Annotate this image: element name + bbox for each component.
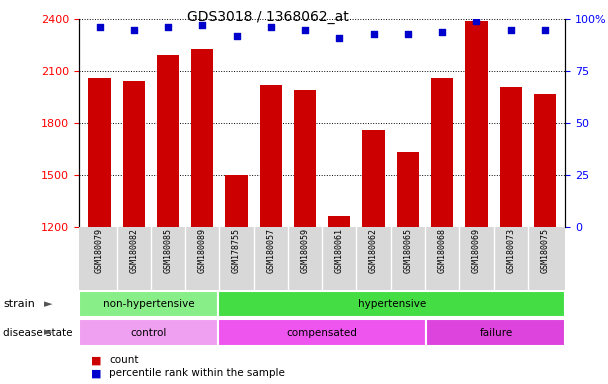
Point [334, 35, 344, 41]
Bar [123, 81, 145, 227]
Point [198, 22, 207, 28]
Bar [397, 152, 419, 227]
Text: GSM180068: GSM180068 [438, 228, 447, 273]
Text: ■: ■ [91, 368, 102, 378]
Point [437, 28, 447, 35]
Text: percentile rank within the sample: percentile rank within the sample [109, 368, 285, 378]
Text: GSM180057: GSM180057 [266, 228, 275, 273]
Text: GSM180059: GSM180059 [300, 228, 309, 273]
Text: count: count [109, 355, 139, 365]
Point [472, 18, 482, 24]
Bar [88, 78, 111, 227]
Text: control: control [130, 328, 167, 338]
Point [129, 26, 139, 33]
Bar [465, 21, 488, 227]
Bar [500, 87, 522, 227]
Text: disease state: disease state [3, 328, 72, 338]
Bar [226, 175, 247, 227]
Text: GSM180085: GSM180085 [164, 228, 173, 273]
Point [266, 25, 275, 31]
Text: GSM180079: GSM180079 [95, 228, 104, 273]
Text: failure: failure [479, 328, 513, 338]
Point [506, 26, 516, 33]
Text: compensated: compensated [287, 328, 358, 338]
Bar [260, 85, 282, 227]
Text: GSM180082: GSM180082 [130, 228, 139, 273]
Bar [192, 49, 213, 227]
Text: hypertensive: hypertensive [358, 299, 426, 309]
Text: GSM180073: GSM180073 [506, 228, 515, 273]
Text: GSM180069: GSM180069 [472, 228, 481, 273]
Bar [426, 319, 565, 346]
Text: GSM180065: GSM180065 [403, 228, 412, 273]
Bar [328, 216, 350, 227]
Bar [218, 319, 426, 346]
Bar [218, 291, 565, 317]
Point [95, 25, 105, 31]
Bar [362, 130, 385, 227]
Text: GSM180062: GSM180062 [369, 228, 378, 273]
Bar [294, 90, 316, 227]
Text: strain: strain [3, 299, 35, 309]
Bar [79, 319, 218, 346]
Text: GSM178755: GSM178755 [232, 228, 241, 273]
Point [403, 31, 413, 37]
Text: GSM180061: GSM180061 [335, 228, 344, 273]
Text: GSM180075: GSM180075 [541, 228, 550, 273]
Point [540, 26, 550, 33]
Text: ►: ► [44, 299, 53, 309]
Bar [79, 291, 218, 317]
Text: non-hypertensive: non-hypertensive [103, 299, 195, 309]
Point [369, 31, 379, 37]
Text: GSM180089: GSM180089 [198, 228, 207, 273]
Point [232, 33, 241, 39]
Text: GDS3018 / 1368062_at: GDS3018 / 1368062_at [187, 10, 348, 23]
Text: ■: ■ [91, 355, 102, 365]
Bar [534, 94, 556, 227]
Bar [431, 78, 453, 227]
Text: ►: ► [44, 328, 53, 338]
Bar [157, 56, 179, 227]
Point [300, 26, 310, 33]
Point [163, 25, 173, 31]
